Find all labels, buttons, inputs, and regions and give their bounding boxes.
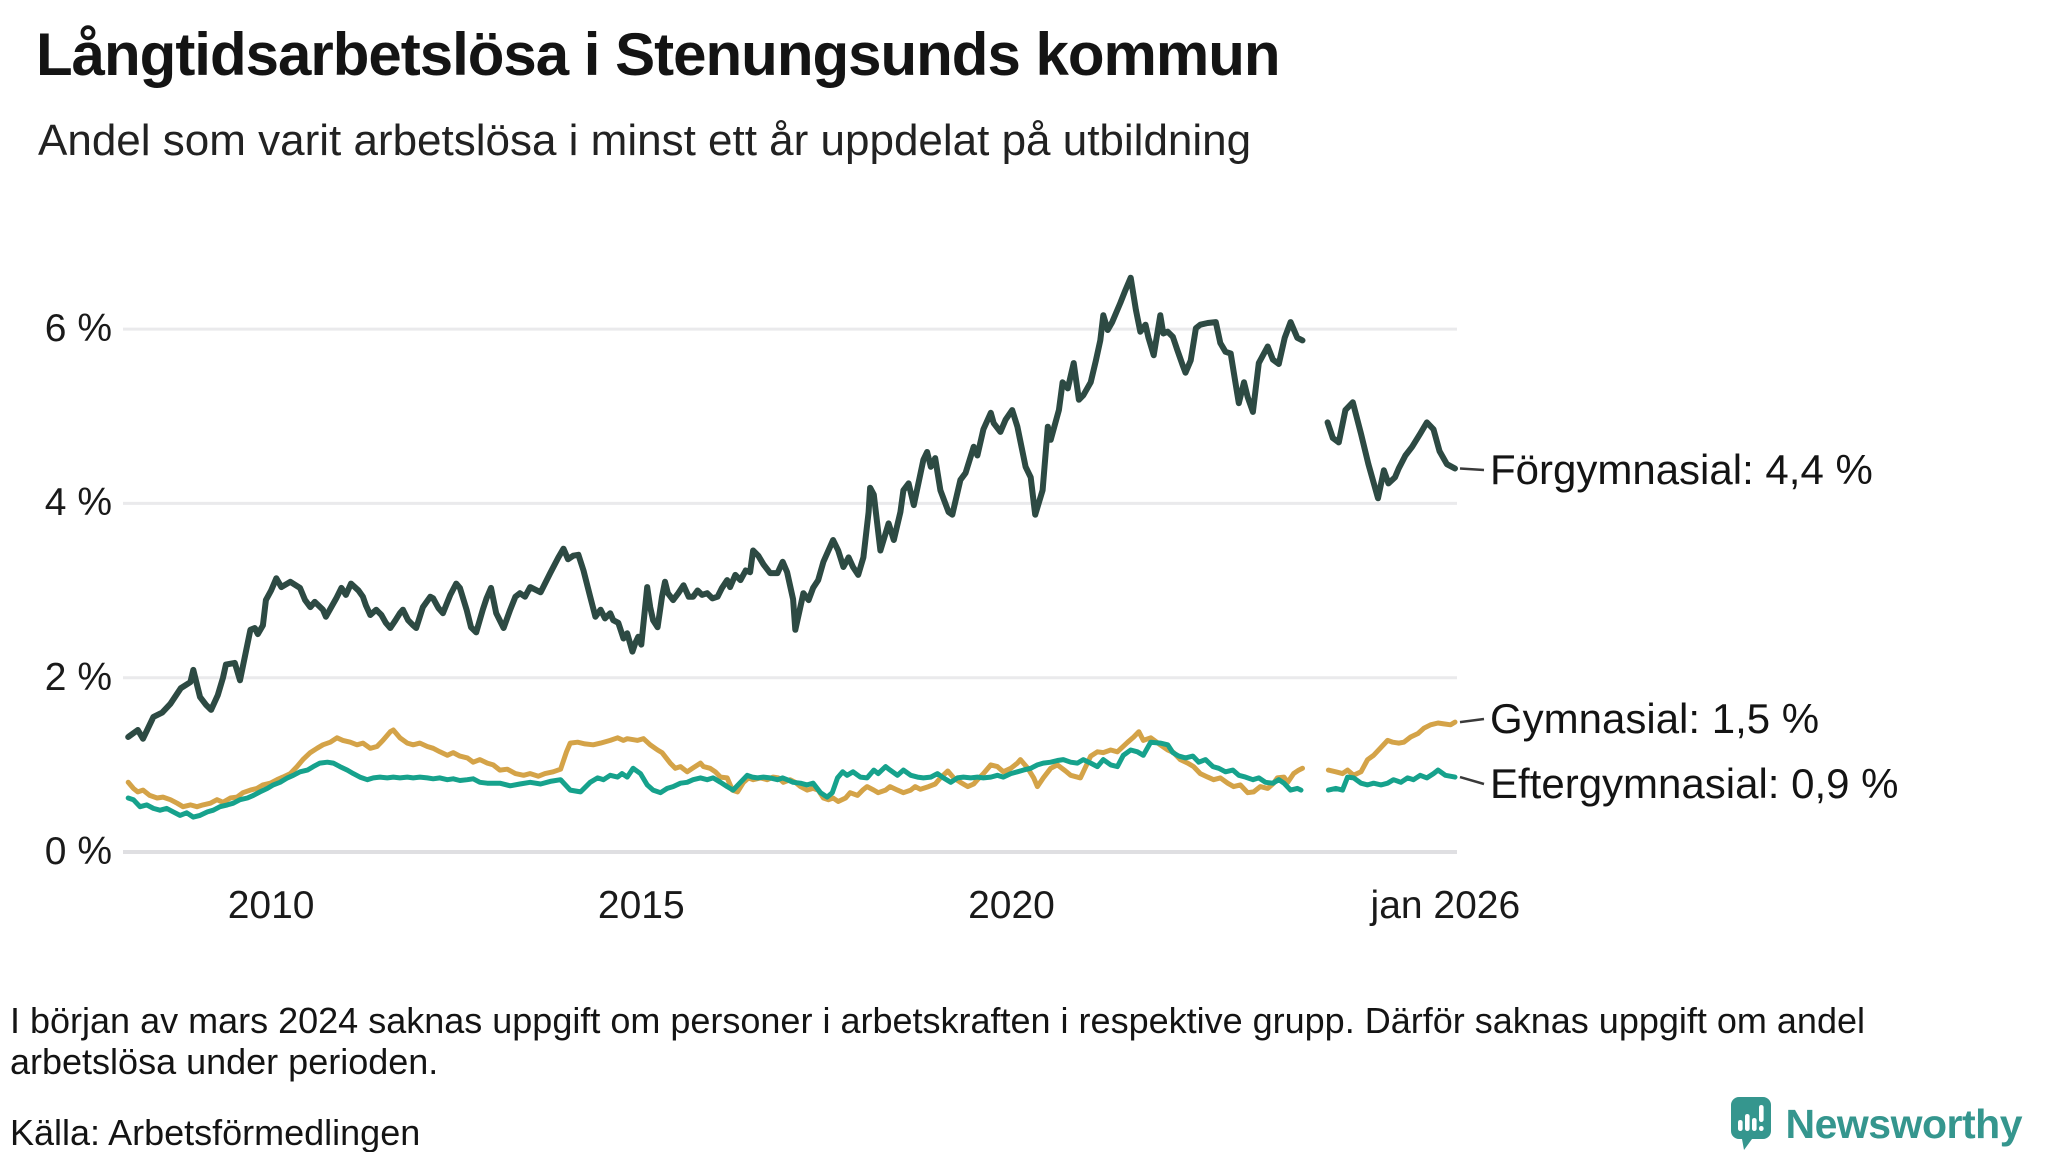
series-line-eftergymnasial	[125, 739, 1304, 820]
chart-series-lines	[125, 274, 1458, 820]
series-label-eftergymnasial: Eftergymnasial: 0,9 %	[1490, 760, 1899, 807]
leader-line	[1459, 717, 1485, 724]
y-tick-label: 2 %	[44, 655, 112, 699]
newsworthy-brand: Newsworthy	[1730, 1096, 2023, 1152]
page-subtitle: Andel som varit arbetslösa i minst ett å…	[38, 116, 1252, 165]
x-tick-label: jan 2026	[1370, 884, 1521, 927]
leader-line	[1459, 467, 1485, 472]
leader-line	[1459, 775, 1485, 786]
y-tick-label: 6 %	[44, 307, 112, 351]
newsworthy-wordmark: Newsworthy	[1785, 1100, 2023, 1147]
series-line-förgymnasial	[125, 274, 1306, 742]
series-line-gymnasial	[1325, 719, 1458, 778]
series-line-förgymnasial	[1324, 399, 1458, 502]
y-tick-label: 0 %	[44, 830, 112, 873]
newsworthy-logo-icon	[1730, 1097, 1771, 1150]
series-label-leader-lines	[1459, 467, 1485, 786]
grid-lines	[123, 327, 1457, 854]
chart-footnote: I början av mars 2024 saknas uppgift om …	[10, 1000, 1865, 1082]
page-title: Långtidsarbetslösa i Stenungsunds kommun	[36, 21, 1280, 88]
series-line-eftergymnasial	[1325, 767, 1458, 793]
x-tick-label: 2015	[597, 884, 685, 927]
series-label-gymnasial: Gymnasial: 1,5 %	[1490, 695, 1820, 742]
x-tick-label: 2010	[227, 884, 315, 927]
source-credit: Källa: Arbetsförmedlingen	[10, 1112, 421, 1152]
series-label-forgymnasial: Förgymnasial: 4,4 %	[1490, 446, 1873, 493]
y-tick-label: 4 %	[44, 481, 112, 525]
x-tick-label: 2020	[968, 884, 1055, 927]
